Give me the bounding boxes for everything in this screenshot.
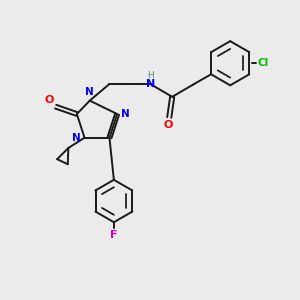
Text: F: F [110, 230, 118, 240]
Text: N: N [72, 133, 81, 143]
Text: N: N [146, 80, 156, 89]
Text: N: N [121, 109, 129, 119]
Text: H: H [148, 71, 154, 80]
Text: O: O [45, 95, 54, 105]
Text: O: O [163, 120, 172, 130]
Text: Cl: Cl [257, 58, 268, 68]
Text: N: N [85, 87, 94, 97]
